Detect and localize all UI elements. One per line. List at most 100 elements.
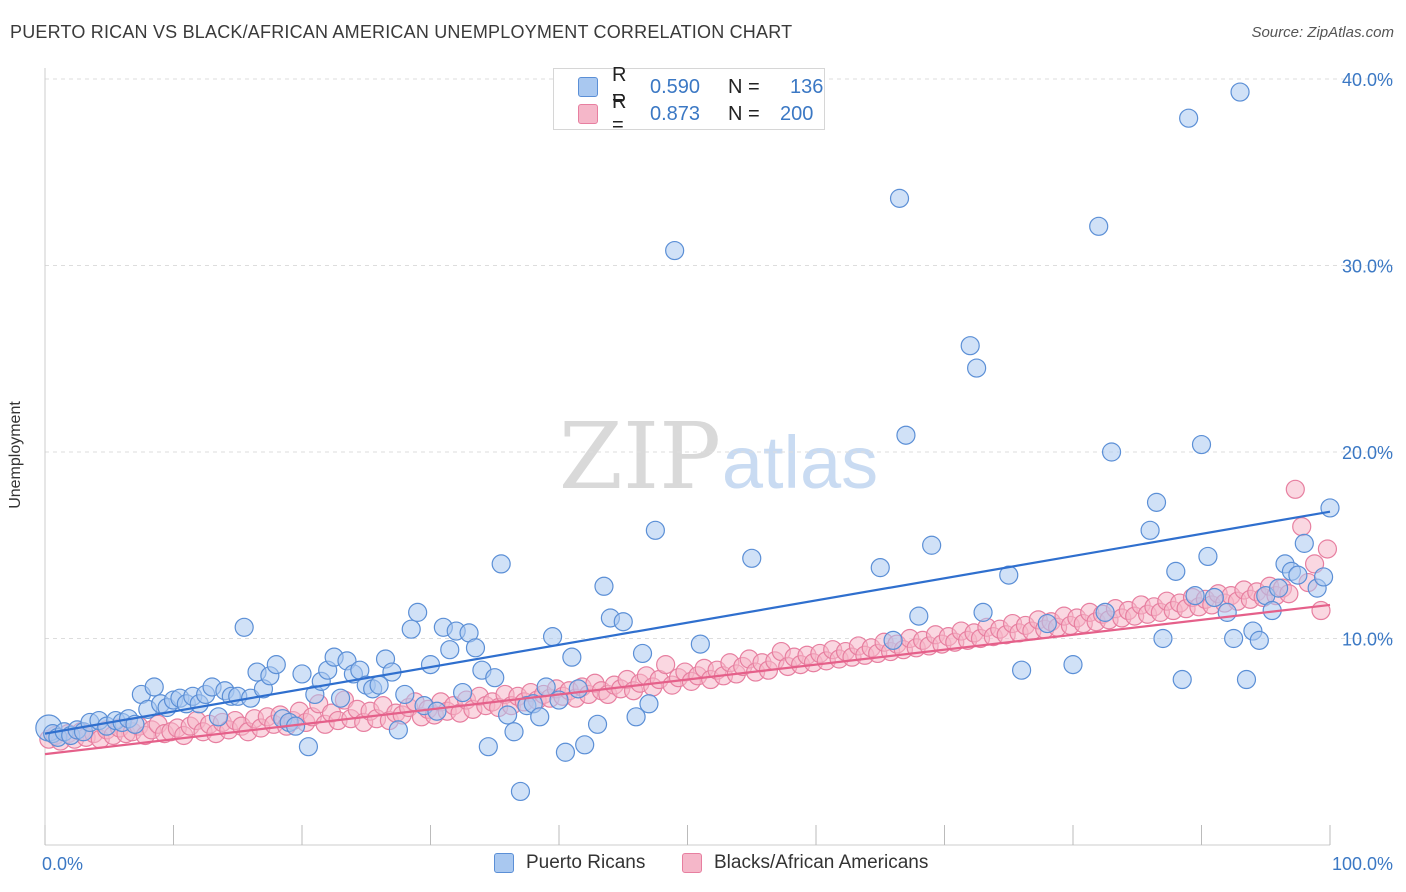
legend-item-puerto-ricans: Puerto Ricans <box>494 852 645 874</box>
puerto-ricans-point-84 <box>587 714 608 734</box>
puerto-ricans-point-70 <box>491 554 511 574</box>
chart-source: Source: ZipAtlas.com <box>1251 24 1394 41</box>
puerto-ricans-point-122 <box>1224 628 1244 649</box>
x-tick-label-0: 0.0% <box>42 854 83 874</box>
puerto-ricans-point-111 <box>1140 520 1160 540</box>
puerto-ricans-point-35 <box>266 655 286 675</box>
axes <box>44 68 1331 846</box>
legend-n-label: N = <box>728 102 760 125</box>
y-tick-label-1: 20.0% <box>1342 443 1393 463</box>
puerto-ricans-point-56 <box>401 619 421 639</box>
puerto-ricans-point-39 <box>292 664 312 684</box>
puerto-ricans-point-118 <box>1191 434 1212 455</box>
blacks-point-197 <box>1304 554 1325 574</box>
legend-item-blacks: Blacks/African Americans <box>682 852 928 874</box>
puerto-ricans-point-96 <box>883 630 903 650</box>
puerto-ricans-point-91 <box>645 520 665 540</box>
puerto-ricans-point-59 <box>420 655 441 675</box>
puerto-ricans-point-116 <box>1179 108 1199 128</box>
legend-n-value-blacks: 200 <box>780 102 814 125</box>
legend-row-puerto-ricans: R = 0.590 N = 136 <box>578 64 824 109</box>
legend-swatch-blacks <box>578 104 598 124</box>
blacks-point-194 <box>1285 479 1305 499</box>
puerto-ricans-point-88 <box>626 707 646 727</box>
puerto-ricans-point-132 <box>1288 565 1308 585</box>
legend-r-label: R = <box>612 64 627 109</box>
series-blacks-points <box>39 479 1338 751</box>
puerto-ricans-point-30 <box>234 617 254 637</box>
puerto-ricans-point-16 <box>144 677 164 697</box>
puerto-ricans-point-123 <box>1230 82 1250 102</box>
puerto-ricans-point-55 <box>395 684 415 705</box>
puerto-ricans-point-71 <box>498 705 518 725</box>
puerto-ricans-point-80 <box>555 742 576 762</box>
legend-label-blacks: Blacks/African Americans <box>714 852 929 873</box>
puerto-ricans-point-68 <box>478 737 498 757</box>
legend-r-value-blacks: 0.873 <box>650 102 701 125</box>
puerto-ricans-point-26 <box>208 707 229 727</box>
puerto-ricans-point-95 <box>870 558 890 578</box>
puerto-ricans-point-60 <box>427 701 447 721</box>
trend-line-puerto-ricans <box>44 510 1331 735</box>
puerto-ricans-point-106 <box>1037 613 1057 634</box>
puerto-ricans-point-40 <box>298 737 319 757</box>
puerto-ricans-point-94 <box>742 548 762 568</box>
puerto-ricans-point-45 <box>330 688 351 708</box>
puerto-ricans-point-100 <box>922 535 942 555</box>
blacks-point-199 <box>1317 539 1338 559</box>
legend-r-label: R = <box>612 91 627 136</box>
puerto-ricans-point-73 <box>510 781 531 802</box>
legend-r-value-puerto-ricans: 0.590 <box>650 75 701 98</box>
puerto-ricans-point-103 <box>973 602 993 622</box>
puerto-ricans-point-113 <box>1153 628 1173 649</box>
legend-n-label: N = <box>728 75 760 98</box>
puerto-ricans-point-62 <box>440 640 460 660</box>
puerto-ricans-point-105 <box>1011 660 1032 680</box>
puerto-ricans-point-126 <box>1249 630 1269 650</box>
legend-row-blacks: R = 0.873 N = 200 <box>578 91 814 136</box>
series-legend: Puerto Ricans Blacks/African Americans <box>0 852 1406 878</box>
puerto-ricans-point-89 <box>632 643 653 664</box>
puerto-ricans-point-135 <box>1313 567 1334 587</box>
trend-line-blacks <box>44 603 1331 756</box>
puerto-ricans-point-101 <box>960 336 980 356</box>
y-tick-label-3: 40.0% <box>1342 70 1393 90</box>
puerto-ricans-point-92 <box>665 240 685 261</box>
puerto-ricans-point-114 <box>1166 561 1186 581</box>
puerto-ricans-point-98 <box>896 425 916 445</box>
puerto-ricans-point-99 <box>909 606 929 626</box>
puerto-ricans-point-124 <box>1236 669 1257 690</box>
puerto-ricans-point-83 <box>575 735 595 755</box>
puerto-ricans-point-81 <box>562 647 582 667</box>
legend-n-value-puerto-ricans: 136 <box>790 75 824 98</box>
chart-title: PUERTO RICAN VS BLACK/AFRICAN AMERICAN U… <box>10 22 793 42</box>
legend-swatch-puerto-ricans <box>578 77 598 97</box>
puerto-ricans-point-76 <box>530 707 550 727</box>
puerto-ricans-point-112 <box>1146 492 1167 512</box>
correlation-legend: R = 0.590 N = 136 R = 0.873 N = 200 <box>553 64 825 136</box>
blacks-point-195 <box>1292 516 1312 537</box>
puerto-ricans-point-69 <box>485 668 505 688</box>
blacks-point-96 <box>656 655 676 675</box>
y-tick-label-0: 10.0% <box>1342 630 1393 650</box>
watermark: ZIP atlas <box>559 403 878 510</box>
puerto-ricans-point-64 <box>453 682 473 703</box>
x-tick-label-1: 100.0% <box>1332 854 1393 874</box>
puerto-ricans-point-87 <box>613 612 633 632</box>
puerto-ricans-point-82 <box>568 679 588 699</box>
puerto-ricans-point-78 <box>542 627 563 647</box>
puerto-ricans-point-102 <box>967 358 987 378</box>
legend-swatch-puerto-ricans <box>494 853 514 873</box>
watermark-atlas: atlas <box>722 421 878 504</box>
puerto-ricans-point-120 <box>1204 587 1224 608</box>
puerto-ricans-point-93 <box>690 634 710 654</box>
puerto-ricans-point-129 <box>1268 578 1289 598</box>
puerto-ricans-point-136 <box>1320 498 1340 518</box>
puerto-ricans-point-54 <box>388 720 408 740</box>
puerto-ricans-point-119 <box>1198 546 1218 567</box>
puerto-ricans-point-97 <box>889 188 910 208</box>
puerto-ricans-point-117 <box>1185 586 1205 606</box>
y-tick-label-2: 30.0% <box>1342 257 1393 277</box>
puerto-ricans-point-109 <box>1095 602 1115 622</box>
